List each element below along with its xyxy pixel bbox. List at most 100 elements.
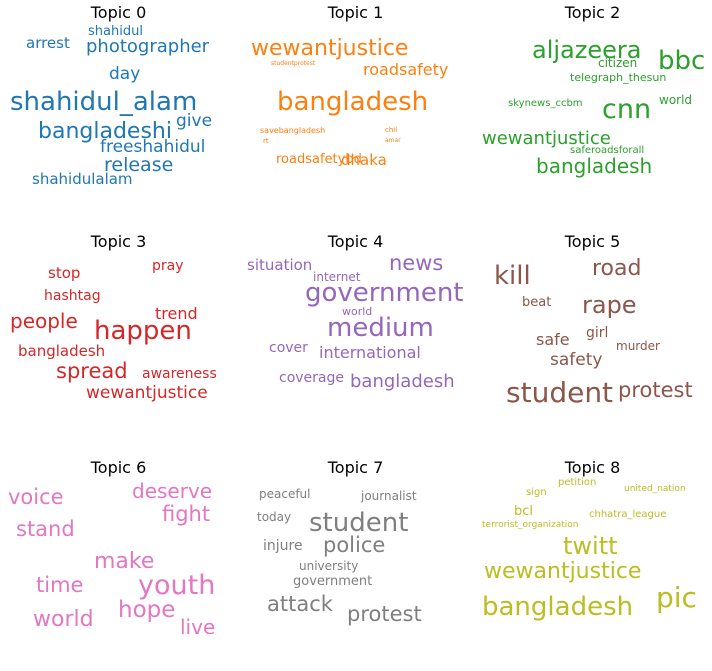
topic-word: world xyxy=(342,305,373,318)
topic-word: safety xyxy=(550,350,603,370)
topic-word: student xyxy=(309,508,409,538)
topic-word: girl xyxy=(586,325,609,341)
topic-word: roadsafety xyxy=(363,60,449,79)
topic-word: petition xyxy=(558,477,597,488)
topic-title: Topic 2 xyxy=(564,3,621,22)
topic-word: student xyxy=(506,376,614,409)
topic-word: attack xyxy=(267,592,333,616)
topic-word: give xyxy=(176,111,213,131)
topic-word: hope xyxy=(118,597,176,623)
topic-word: chhatra_league xyxy=(589,509,667,520)
topic-word: police xyxy=(323,533,386,557)
topic-word: stand xyxy=(16,517,75,541)
topic-word: awareness xyxy=(142,366,217,382)
topic-word: live xyxy=(180,615,216,639)
topic-word: happen xyxy=(94,316,192,346)
topic-word: dhaka xyxy=(341,151,387,169)
topic-title: Topic 6 xyxy=(90,458,147,477)
topic-word: trend xyxy=(155,304,198,323)
topic-word: twitt xyxy=(563,532,618,560)
topic-word: stop xyxy=(48,264,81,282)
topic-word: rape xyxy=(582,291,637,319)
topic-word: murder xyxy=(616,339,660,353)
topic-word: saferoadsforall xyxy=(570,145,645,156)
topic-word: time xyxy=(36,573,84,597)
topic-word: pray xyxy=(152,258,184,274)
topic-word: situation xyxy=(247,256,313,274)
topic-word: world xyxy=(33,607,94,632)
topic-word: wewantjustice xyxy=(484,559,642,584)
topic-word: coverage xyxy=(279,370,344,386)
topic-word: bcl xyxy=(514,504,534,519)
topic-word: news xyxy=(389,251,444,275)
topic-word: wewantjustice xyxy=(86,383,208,403)
topic-word: rt xyxy=(263,137,269,145)
topic-word: medium xyxy=(327,313,434,343)
topic-word: youth xyxy=(138,570,216,601)
topic-word: bangladesh xyxy=(350,371,455,392)
topic-word: photographer xyxy=(86,36,210,57)
topic-panel-6: Topic 6 voice deserve fight stand make t… xyxy=(0,455,237,671)
topic-word: release xyxy=(104,154,174,176)
topic-word: hashtag xyxy=(44,288,101,304)
topic-word: road xyxy=(592,256,642,281)
topic-word: pic xyxy=(656,581,697,614)
topic-title: Topic 4 xyxy=(327,232,384,251)
topic-panel-7: Topic 7 peaceful journalist today studen… xyxy=(237,455,474,671)
topic-word: shahidul xyxy=(88,24,143,39)
topic-word: chil xyxy=(385,126,398,134)
topic-word: fight xyxy=(162,502,211,526)
topic-word: world xyxy=(659,93,693,107)
topic-word: injure xyxy=(263,538,303,554)
topic-word: international xyxy=(319,343,421,362)
topic-word: spread xyxy=(56,359,128,383)
topic-title: Topic 8 xyxy=(564,458,621,477)
topic-title: Topic 0 xyxy=(90,3,147,22)
topic-panel-8: Topic 8 petition sign united_nation bcl … xyxy=(474,455,711,671)
topic-word: sign xyxy=(526,487,547,498)
topic-panel-3: Topic 3 stop pray hashtag trend people h… xyxy=(0,229,237,445)
topic-word: protest xyxy=(347,602,422,626)
topic-word: protest xyxy=(618,378,693,402)
topic-word: government xyxy=(293,574,373,589)
topic-word: bangladesh xyxy=(536,154,653,178)
topic-word: roadsafetybd xyxy=(276,152,362,167)
topic-word: savebangladesh xyxy=(260,126,326,135)
topic-word: united_nation xyxy=(624,484,686,494)
topic-word: bangladesh xyxy=(277,87,429,117)
topic-title: Topic 1 xyxy=(327,3,384,22)
topic-title: Topic 7 xyxy=(327,458,384,477)
topic-word: day xyxy=(109,64,141,84)
topic-word: arrest xyxy=(26,34,70,52)
topic-panel-5: Topic 5 kill road beat rape girl safe mu… xyxy=(474,229,711,445)
topic-word: bangladeshi xyxy=(38,119,172,144)
topic-panel-0: Topic 0 shahidul arrest photographer day… xyxy=(0,0,237,216)
topic-word: safe xyxy=(536,330,570,349)
topic-word: deserve xyxy=(132,479,213,503)
topic-word: people xyxy=(10,309,78,333)
topic-word: telegraph_thesun xyxy=(570,71,667,84)
topic-word: internet xyxy=(313,270,361,284)
topic-word: voice xyxy=(8,485,64,509)
topic-title: Topic 5 xyxy=(564,232,621,251)
topic-word: bbc xyxy=(658,46,706,76)
topic-word: government xyxy=(305,278,464,308)
topic-word: make xyxy=(94,549,155,574)
topic-title: Topic 3 xyxy=(90,232,147,251)
topic-word: cover xyxy=(269,340,308,356)
topic-word: today xyxy=(257,510,292,524)
topic-word: skynews_ccbm xyxy=(508,98,583,109)
topic-word: freeshahidul xyxy=(100,137,206,157)
topic-word: bangladesh xyxy=(18,342,106,360)
topic-word: shahidulalam xyxy=(32,170,133,188)
topic-word: bangladesh xyxy=(482,592,634,622)
topic-word: aljazeera xyxy=(532,36,642,64)
topic-word: peaceful xyxy=(259,487,311,501)
topic-word: shahidul_alam xyxy=(10,87,198,117)
topic-word: studentprotest xyxy=(271,60,316,67)
topic-word: journalist xyxy=(361,489,417,503)
topic-panel-1: Topic 1 wewantjustice studentprotest roa… xyxy=(237,0,474,216)
topic-word: wewantjustice xyxy=(251,36,409,61)
topic-word: citizen xyxy=(598,56,638,70)
topic-word: terrorist_organization xyxy=(482,520,579,530)
